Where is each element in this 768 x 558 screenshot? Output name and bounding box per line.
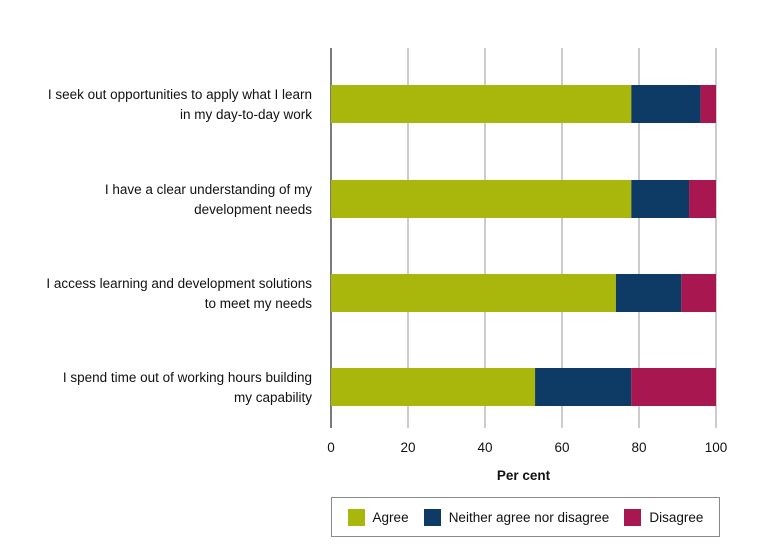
category-label: I have a clear understanding of my develo… [105,182,312,217]
legend: Agree Neither agree nor disagree Disagree [331,497,720,537]
legend-label: Neither agree nor disagree [448,509,610,525]
x-tick-label: 80 [631,440,646,455]
bar-segment [331,274,616,312]
legend-item: Agree [347,508,409,526]
bar-segment [631,85,701,123]
bars [331,85,716,406]
bar-segment [689,180,716,218]
legend-label: Agree [372,509,409,525]
bar-segment [535,368,632,406]
category-label: I seek out opportunities to apply what I… [48,87,312,122]
bar-segment [331,85,632,123]
x-tick-label: 60 [554,440,569,455]
legend-label: Disagree [649,509,704,525]
x-tick-label: 100 [705,440,728,455]
bar-segment [631,180,690,218]
legend-swatch [347,508,365,526]
category-label: I access learning and development soluti… [46,276,312,311]
x-tick-label: 0 [327,440,335,455]
bar-segment [331,180,632,218]
x-tick-label: 40 [477,440,492,455]
category-label: I spend time out of working hours buildi… [63,370,312,405]
legend-item: Neither agree nor disagree [423,508,610,526]
bar-segment [615,274,682,312]
x-tick-label: 20 [400,440,415,455]
legend-swatch [624,508,642,526]
bar-segment [681,274,716,312]
x-axis-title: Per cent [497,468,551,483]
stacked-bar-chart: I seek out opportunities to apply what I… [46,48,727,483]
bar-segment [700,85,716,123]
legend-swatch [423,508,441,526]
bar-segment [631,368,716,406]
x-tick-labels: 0 20 40 60 80 100 [327,440,727,455]
bar-segment [331,368,536,406]
legend-item: Disagree [624,508,704,526]
category-labels: I seek out opportunities to apply what I… [46,87,312,405]
